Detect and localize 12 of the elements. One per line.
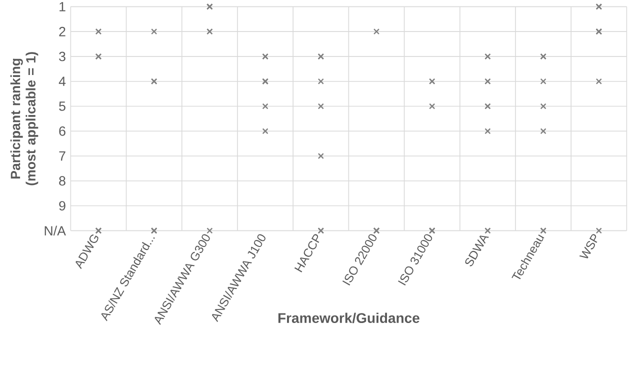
y-tick-label: 2 (59, 26, 66, 36)
y-tick-label: 9 (59, 201, 66, 210)
x-axis-title: Framework/Guidance (278, 312, 420, 324)
y-tick-label: 3 (59, 52, 66, 62)
y-tick-label: 5 (59, 102, 66, 111)
y-tick-label: 6 (59, 126, 66, 136)
y-tick-label: N/A (44, 226, 66, 236)
y-tick-label: 8 (59, 176, 66, 186)
y-axis-title: Participant ranking (most applicable = 1) (10, 52, 38, 186)
y-tick-label: 1 (60, 2, 66, 12)
y-tick-label: 4 (58, 76, 66, 86)
y-tick-label: 7 (59, 151, 66, 161)
